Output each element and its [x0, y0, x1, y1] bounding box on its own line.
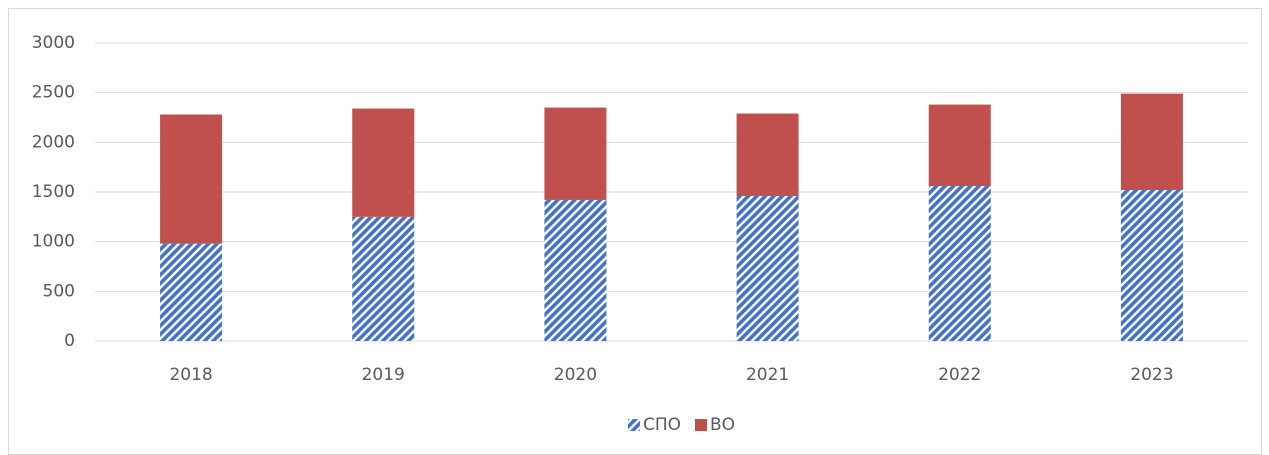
bar-segment — [928, 186, 991, 341]
bar-segment — [736, 113, 799, 196]
bar-segment — [736, 195, 799, 341]
bar-segment — [160, 114, 223, 244]
x-tick-label: 2019 — [362, 365, 405, 385]
y-tick-label: 1000 — [32, 232, 75, 252]
bar-segment — [544, 107, 607, 200]
legend: СПО ВО — [627, 415, 735, 435]
y-tick-label: 2000 — [32, 132, 75, 152]
x-tick-label: 2018 — [169, 365, 212, 385]
legend-label: СПО — [643, 415, 681, 435]
bar-segment — [544, 199, 607, 341]
bar-segment — [352, 108, 415, 217]
bar-segment — [160, 243, 223, 341]
y-tick-label: 0 — [64, 331, 75, 351]
y-tick-label: 500 — [43, 281, 75, 301]
legend-swatch — [695, 419, 707, 431]
bar-segment — [1120, 93, 1183, 191]
y-tick-label: 2500 — [32, 83, 75, 103]
x-tick-label: 2023 — [1130, 365, 1173, 385]
legend-swatch — [627, 419, 640, 431]
bar-segment — [928, 104, 991, 187]
y-tick-label: 3000 — [32, 33, 75, 53]
x-tick-label: 2022 — [938, 365, 981, 385]
x-tick-label: 2021 — [746, 365, 789, 385]
bar-segment — [352, 216, 415, 341]
legend-label: ВО — [710, 415, 735, 435]
y-tick-label: 1500 — [32, 182, 75, 202]
bar-segment — [1120, 190, 1183, 341]
x-tick-label: 2020 — [554, 365, 597, 385]
